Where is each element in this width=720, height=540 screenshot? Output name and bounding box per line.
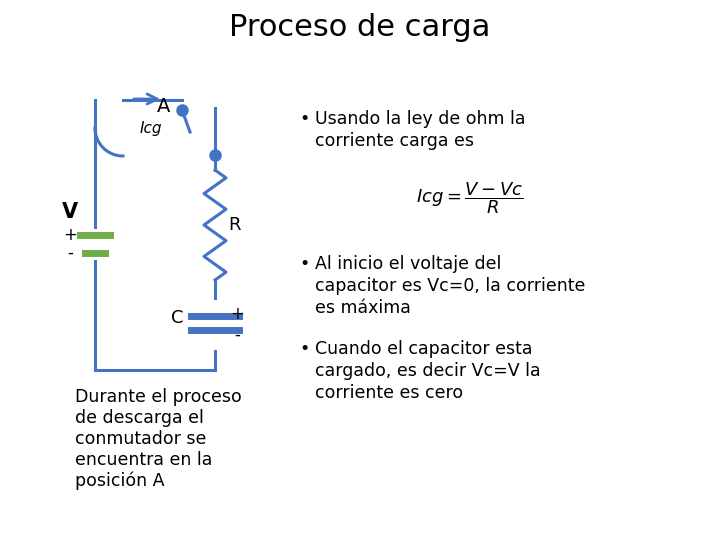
Text: •: • (299, 255, 310, 273)
Text: •: • (299, 340, 310, 358)
Text: es máxima: es máxima (315, 299, 411, 317)
Text: Usando la ley de ohm la: Usando la ley de ohm la (315, 110, 526, 128)
Text: -: - (67, 244, 73, 262)
Text: R: R (229, 216, 241, 234)
Text: Icg: Icg (140, 120, 162, 136)
Text: V: V (62, 202, 78, 222)
Text: -: - (234, 326, 240, 344)
Text: +: + (230, 305, 244, 323)
Text: Proceso de carga: Proceso de carga (229, 14, 491, 43)
Text: posición A: posición A (75, 472, 164, 490)
Text: C: C (171, 309, 184, 327)
Text: conmutador se: conmutador se (75, 430, 207, 448)
Text: corriente es cero: corriente es cero (315, 384, 463, 402)
Text: capacitor es Vc=0, la corriente: capacitor es Vc=0, la corriente (315, 277, 585, 295)
Text: •: • (299, 110, 310, 128)
Text: cargado, es decir Vc=V la: cargado, es decir Vc=V la (315, 362, 541, 380)
Text: de descarga el: de descarga el (75, 409, 204, 427)
Text: $\mathit{Icg} = \dfrac{V - Vc}{R}$: $\mathit{Icg} = \dfrac{V - Vc}{R}$ (416, 180, 523, 216)
Text: +: + (63, 226, 77, 244)
Text: Al inicio el voltaje del: Al inicio el voltaje del (315, 255, 501, 273)
Text: encuentra en la: encuentra en la (75, 451, 212, 469)
Text: A: A (157, 98, 171, 117)
Text: Durante el proceso: Durante el proceso (75, 388, 242, 406)
Text: Cuando el capacitor esta: Cuando el capacitor esta (315, 340, 533, 358)
Text: corriente carga es: corriente carga es (315, 132, 474, 150)
